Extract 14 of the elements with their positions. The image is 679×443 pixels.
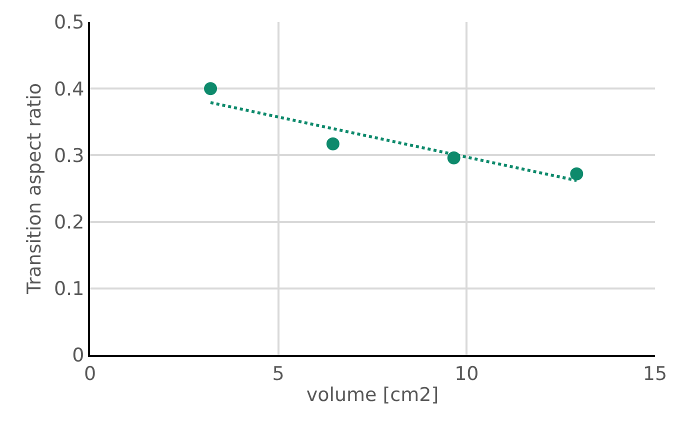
x-axis-title: volume [cm2] [306,384,439,406]
point [326,137,340,150]
y-tick-label: 0.3 [54,144,84,167]
y-tick-label: 0 [72,344,84,367]
y-axis-title: Transition aspect ratio [23,83,46,295]
y-tick-label: 0.2 [54,211,84,234]
point [204,82,218,96]
x-tick-label: 10 [454,362,479,385]
point [570,167,584,180]
x-tick-label: 15 [642,362,668,385]
y-tick-label: 0.5 [54,12,84,34]
y-tick-label: 0.4 [54,78,84,100]
x-tick-label: 5 [272,362,284,385]
y-tick-label: 0.1 [54,278,84,300]
